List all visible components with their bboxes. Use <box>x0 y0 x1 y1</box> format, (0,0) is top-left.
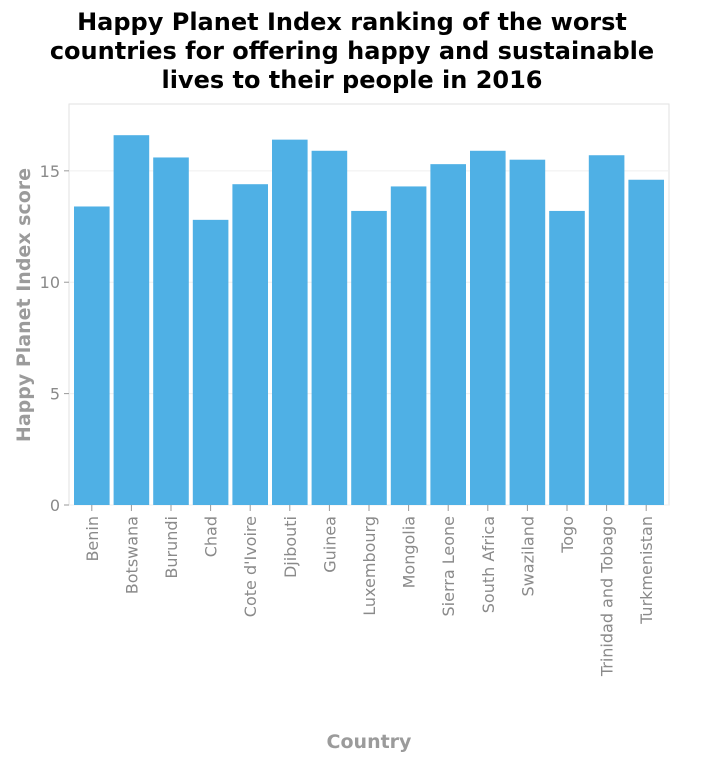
chart-title: Happy Planet Index ranking of the worst … <box>0 8 704 95</box>
x-tick-label: Benin <box>83 516 102 562</box>
x-tick-label: Chad <box>202 516 221 557</box>
x-tick-label: Cote d'Ivoire <box>241 516 260 617</box>
y-axis-ticks: 0 5 10 15 <box>40 162 69 515</box>
bar-djibouti <box>272 139 308 505</box>
x-tick-label: Turkmenistan <box>637 516 656 625</box>
x-tick-label: Togo <box>558 516 577 554</box>
bar-trinidad-and-tobago <box>588 155 625 505</box>
x-tick-label: Guinea <box>320 516 339 573</box>
bar-cote-d-ivoire <box>232 184 268 505</box>
bar-burundi <box>153 157 189 505</box>
bar-turkmenistan <box>628 179 664 505</box>
bar-mongolia <box>390 186 427 505</box>
bar-luxembourg <box>351 210 387 505</box>
chart-title-line-2: countries for offering happy and sustain… <box>49 37 655 65</box>
x-tick-label: South Africa <box>479 516 498 613</box>
x-tick-label: Luxembourg <box>360 516 379 616</box>
bar-guinea <box>311 150 348 506</box>
bar-sierra-leone <box>430 164 466 505</box>
x-tick-label: Burundi <box>162 516 181 579</box>
y-tick-label-15: 15 <box>40 162 60 181</box>
bar-swaziland <box>509 159 546 505</box>
bar-south-africa <box>470 150 506 506</box>
chart-title-line-1: Happy Planet Index ranking of the worst <box>77 8 627 36</box>
y-tick-label-5: 5 <box>50 385 60 404</box>
x-tick-label: Djibouti <box>281 516 300 578</box>
x-tick-label: Trinidad and Tobago <box>598 516 617 677</box>
x-axis-title: Country <box>327 731 413 753</box>
bar-togo <box>549 210 585 505</box>
x-tick-label: Sierra Leone <box>439 516 458 616</box>
bars <box>74 135 664 506</box>
x-tick-label: Botswana <box>122 516 141 594</box>
x-axis-ticks: Benin Botswana Burundi Chad Cote d'Ivoire Dji… <box>83 505 656 677</box>
x-tick-label: Mongolia <box>400 516 419 588</box>
chart-title-line-3: lives to their people in 2016 <box>161 66 543 94</box>
y-tick-label-0: 0 <box>50 496 60 515</box>
bar-botswana <box>113 135 150 505</box>
x-tick-label: Swaziland <box>518 516 537 596</box>
y-axis-title: Happy Planet Index score <box>13 168 35 442</box>
bar-benin <box>74 206 110 505</box>
bar-chad <box>192 219 229 505</box>
y-tick-label-10: 10 <box>40 273 60 292</box>
